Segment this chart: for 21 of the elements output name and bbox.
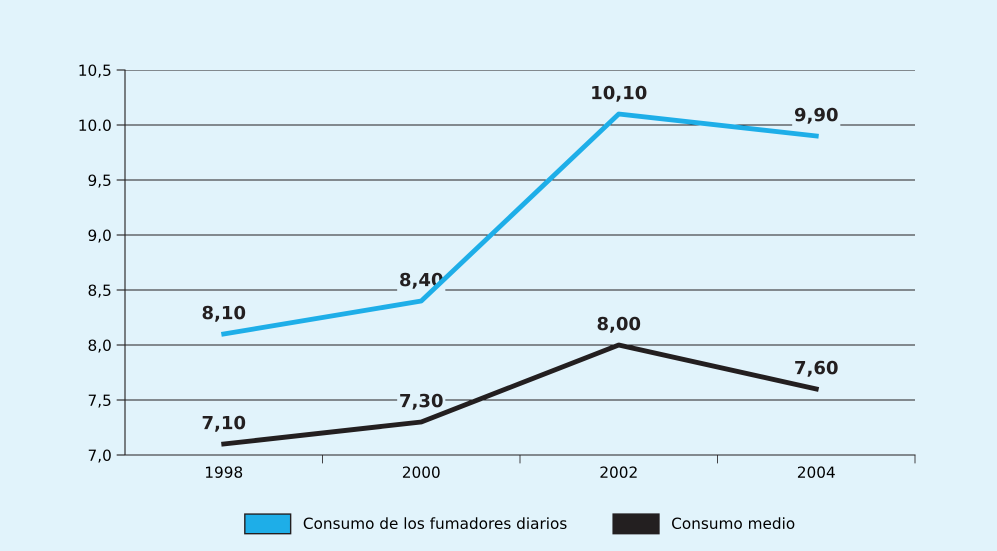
data-label: 7,10	[202, 416, 246, 432]
y-tick-label: 8,5	[88, 284, 110, 298]
y-tick-label: 7,0	[88, 449, 111, 463]
data-label: 8,00	[598, 316, 640, 333]
data-label: 8,10	[202, 306, 246, 322]
y-tick-label: 8,0	[88, 339, 111, 353]
data-label: 9,90	[794, 108, 838, 124]
y-tick-label: 10.0	[79, 119, 111, 132]
x-tick-label: 2004	[798, 466, 835, 478]
data-label: 10,10	[592, 86, 646, 102]
y-tick-label: 7,5	[88, 394, 110, 408]
y-tick-label: 10,5	[79, 64, 110, 78]
x-tick-label: 2000	[402, 466, 440, 478]
legend-label: Consumo medio	[672, 517, 794, 530]
y-tick-label: 9,5	[88, 174, 110, 188]
data-label: 7,60	[795, 360, 838, 377]
legend-label: Consumo de los fumadores diarios	[304, 517, 567, 530]
data-label: 7,30	[400, 394, 443, 410]
y-tick-label: 9,0	[88, 229, 111, 243]
x-tick-label: 1998	[206, 466, 242, 478]
x-tick-label: 2002	[600, 466, 637, 478]
